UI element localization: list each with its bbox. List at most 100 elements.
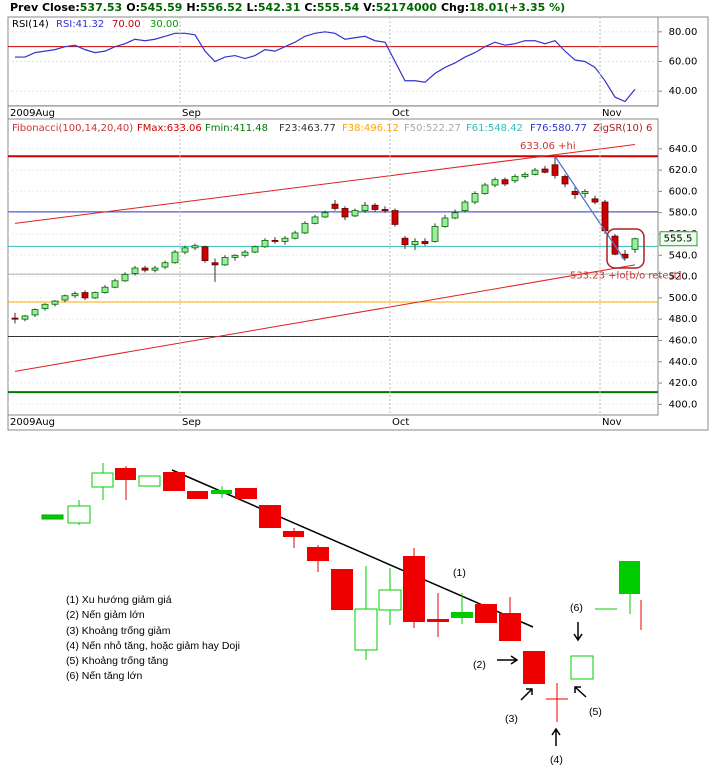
candle-body [171,251,179,264]
quote-value: 537.53 [79,1,123,14]
level-label: F61:548.42 [466,123,523,134]
candle-body [541,168,549,173]
candle-body [251,246,259,253]
rsi-title: RSI(14) [12,19,49,30]
level-label: F23:463.77 [279,123,336,134]
lesson-item: (1) Xu hướng giảm giá [66,594,172,606]
lesson-item: (5) Khoảng trống tăng [66,655,168,667]
candle-body [131,267,139,274]
y-tick-label: 420.0 [669,378,698,389]
level-label: FMax:633.06 [137,123,202,134]
candle-body [191,245,199,249]
candle-body [441,217,449,227]
lesson-item: (3) Khoảng trống giảm [66,625,171,637]
candle-body [331,203,339,209]
rsi-line [15,31,636,103]
y-tick-label: 440.0 [669,357,698,368]
rsi-level-label: 30.00 [150,19,179,30]
x-tick-label: Nov [602,417,622,428]
quote-label: Chg: [440,1,470,14]
candle-body [11,317,19,320]
y-tick-label: 60.00 [669,57,698,68]
quote-value: 18.01(+3.35 %) [469,1,566,14]
price-plot [8,144,658,405]
marker: (5) [589,706,602,718]
channel-line [14,144,636,224]
candle-body [21,315,29,320]
quote-label: V: [363,1,376,14]
candle-body [481,184,489,194]
annotation: 633.06 +hi [520,141,576,152]
candle-body [361,204,369,211]
candle-body [421,241,429,244]
candle-body [261,239,269,248]
channel-line [14,264,636,372]
candle-body [61,295,69,301]
candle-body [551,164,559,176]
y-tick-label: 500.0 [669,293,698,304]
quote-label: L: [246,1,258,14]
quote-value: 542.31 [257,1,301,14]
candle-body [201,246,209,262]
lesson-item: (6) Nến tăng lớn [66,670,143,682]
candle-body [281,237,289,242]
candle-body [271,239,279,242]
candle-body [181,247,189,253]
candle-body [631,238,639,250]
x-tick-label: 2009Aug [10,108,55,119]
candle-body [581,191,589,194]
candle-body [141,267,149,271]
marker: (4) [550,754,563,766]
candle-body [241,251,249,256]
y-tick-label: 460.0 [669,335,698,346]
level-label: F50:522.27 [404,123,461,134]
candle-body [491,179,499,186]
candle-body [71,293,79,297]
candle-body [161,262,169,268]
candle-body [431,226,439,242]
candle-body [151,267,159,271]
candle-body [521,173,529,177]
candle-body [41,303,49,309]
candle-body [101,286,109,293]
quote-value: 556.52 [200,1,243,14]
axes: 40.00 60.00 80.00 RSI(14) RSI:41.32 70.00 30.0… [10,17,698,428]
marker: (3) [505,713,518,725]
indicator-label: Fibonacci(100,14,20,40) [12,123,133,134]
candle-body [31,309,39,316]
candle-body [471,193,479,203]
zigzag-line [554,155,626,261]
x-tick-label: Sep [182,108,201,119]
candle-body [111,280,119,288]
highlight-box [606,228,645,269]
x-tick-label: Oct [392,417,409,428]
candle-body [391,210,399,225]
x-tick-label: Oct [392,108,409,119]
y-tick-label: 620.0 [669,165,698,176]
rsi-value: RSI:41.32 [56,19,104,30]
candle-body [301,222,309,234]
arrows [497,622,587,746]
candle-body [81,292,89,299]
quote-label: O: [126,1,140,14]
candle-body [231,254,239,258]
candle-body [311,216,319,224]
lesson-item: (4) Nến nhỏ tăng, hoặc giảm hay Doji [66,640,240,652]
x-tick-label: Nov [602,108,622,119]
level-label: Fmin:411.48 [205,123,268,134]
annotation: 533.23 +lo[b/o retest] [570,270,682,281]
y-tick-label: 480.0 [669,314,698,325]
trend-line [171,469,534,628]
candle-body [321,212,329,218]
lesson-item: (2) Nến giảm lớn [66,609,145,621]
quote-value: 555.54 [316,1,360,14]
candle-body [511,176,519,182]
y-tick-label: 640.0 [669,144,698,155]
candle-body [401,237,409,246]
candle-body [211,262,219,266]
marker: (2) [473,659,486,671]
schematic-candles [41,463,642,722]
candle-body [571,191,579,195]
